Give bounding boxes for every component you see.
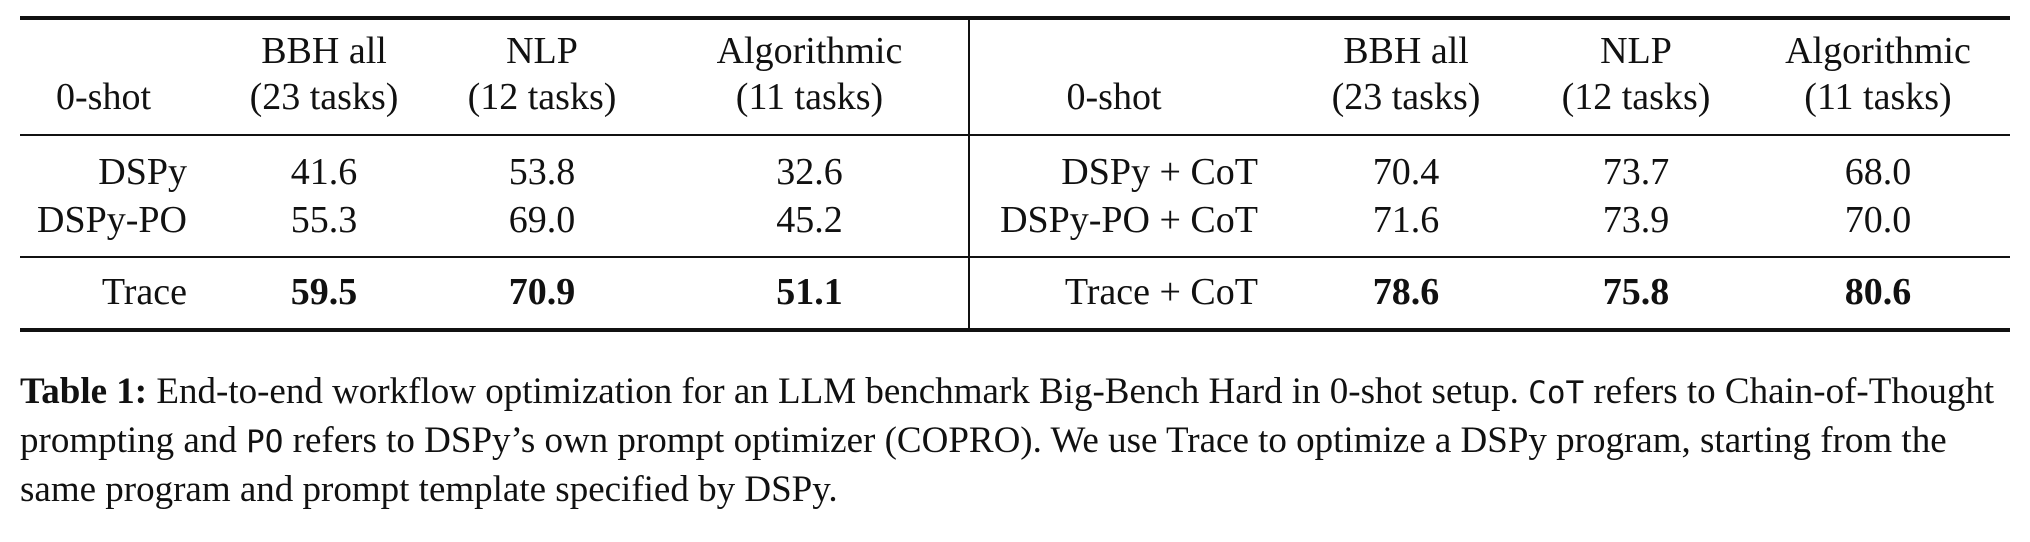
right-column-header-nlp-line2: (12 tasks) (1561, 76, 1711, 118)
row-method-trace-cot: Trace + CoT (969, 256, 1286, 332)
cell-value-best: 59.5 (215, 256, 433, 332)
table-header-row: 0-shot BBH all (23 tasks) NLP (12 tasks)… (20, 16, 2010, 136)
caption-text-part2: refers to Chain-of-Thought prompting and (20, 371, 1995, 461)
cell-value-best: 70.9 (433, 256, 651, 332)
right-column-header-algorithmic-line1: Algorithmic (1785, 30, 1971, 72)
cell-value: 68.0 (1844, 151, 1912, 193)
cell-value: 70.4 (1372, 151, 1440, 193)
row-method-dspy-cot: DSPy + CoT (1061, 151, 1258, 193)
left-column-header-bbh-line2: (23 tasks) (249, 76, 399, 118)
left-column-header-bbh: BBH all (23 tasks) (215, 16, 433, 136)
cell-value: 53.8 (508, 151, 576, 193)
cell-value: 55.3 (290, 199, 358, 241)
right-corner-header: 0-shot (969, 16, 1286, 136)
left-column-header-bbh-line1: BBH all (261, 30, 387, 72)
left-column-header-nlp-line1: NLP (506, 30, 578, 72)
results-table-container: 0-shot BBH all (23 tasks) NLP (12 tasks)… (20, 16, 2010, 332)
right-column-header-bbh-line2: (23 tasks) (1331, 76, 1481, 118)
cell-value: 32.6 (651, 135, 970, 196)
cell-value: 70.0 (1844, 199, 1912, 241)
cell-value: 71.6 (1372, 199, 1440, 241)
row-method-dspy-po: DSPy-PO (37, 199, 187, 241)
cell-value: 73.7 (1602, 151, 1670, 193)
results-table: 0-shot BBH all (23 tasks) NLP (12 tasks)… (20, 16, 2010, 332)
left-corner-header: 0-shot (20, 16, 215, 136)
cell-value-best: 78.6 (1286, 256, 1526, 332)
cell-value: 69.0 (508, 199, 576, 241)
right-column-header-nlp-line1: NLP (1600, 30, 1672, 72)
cell-value-best: 80.6 (1746, 256, 2010, 332)
right-column-header-nlp: NLP (12 tasks) (1526, 16, 1746, 136)
row-method-dspy-po-cot: DSPy-PO + CoT (1000, 199, 1258, 241)
right-column-header-bbh-line1: BBH all (1343, 30, 1469, 72)
table-row: DSPy 41.6 53.8 32.6 DSPy + CoT 70.4 73.7… (20, 135, 2010, 196)
row-method-dspy: DSPy (98, 151, 187, 193)
left-column-header-algorithmic-line2: (11 tasks) (735, 76, 884, 118)
table-caption: Table 1: End-to-end workflow optimizatio… (20, 368, 2010, 514)
left-column-header-nlp: NLP (12 tasks) (433, 16, 651, 136)
cell-value: 73.9 (1602, 199, 1670, 241)
left-column-header-algorithmic-line1: Algorithmic (716, 30, 903, 72)
cell-value: 45.2 (651, 196, 970, 257)
right-column-header-bbh: BBH all (23 tasks) (1286, 16, 1526, 136)
left-column-header-algorithmic: Algorithmic (11 tasks) (651, 16, 970, 136)
cell-value: 41.6 (290, 151, 358, 193)
row-method-trace: Trace (20, 256, 215, 332)
left-column-header-nlp-line2: (12 tasks) (467, 76, 617, 118)
caption-label: Table 1: (20, 371, 148, 412)
table-row: DSPy-PO 55.3 69.0 45.2 DSPy-PO + CoT 71.… (20, 196, 2010, 257)
table-row: Trace 59.5 70.9 51.1 Trace + CoT 78.6 75… (20, 256, 2010, 332)
cell-value-best: 51.1 (651, 256, 970, 332)
right-column-header-algorithmic: Algorithmic (11 tasks) (1746, 16, 2010, 136)
right-column-header-algorithmic-line2: (11 tasks) (1804, 76, 1952, 118)
caption-code-po: PO (246, 424, 284, 460)
caption-code-cot: CoT (1528, 375, 1585, 411)
caption-text-part1: End-to-end workflow optimization for an … (147, 371, 1529, 412)
caption-text-part3: refers to DSPy’s own prompt optimizer (C… (20, 420, 1947, 510)
cell-value-best: 75.8 (1526, 256, 1746, 332)
